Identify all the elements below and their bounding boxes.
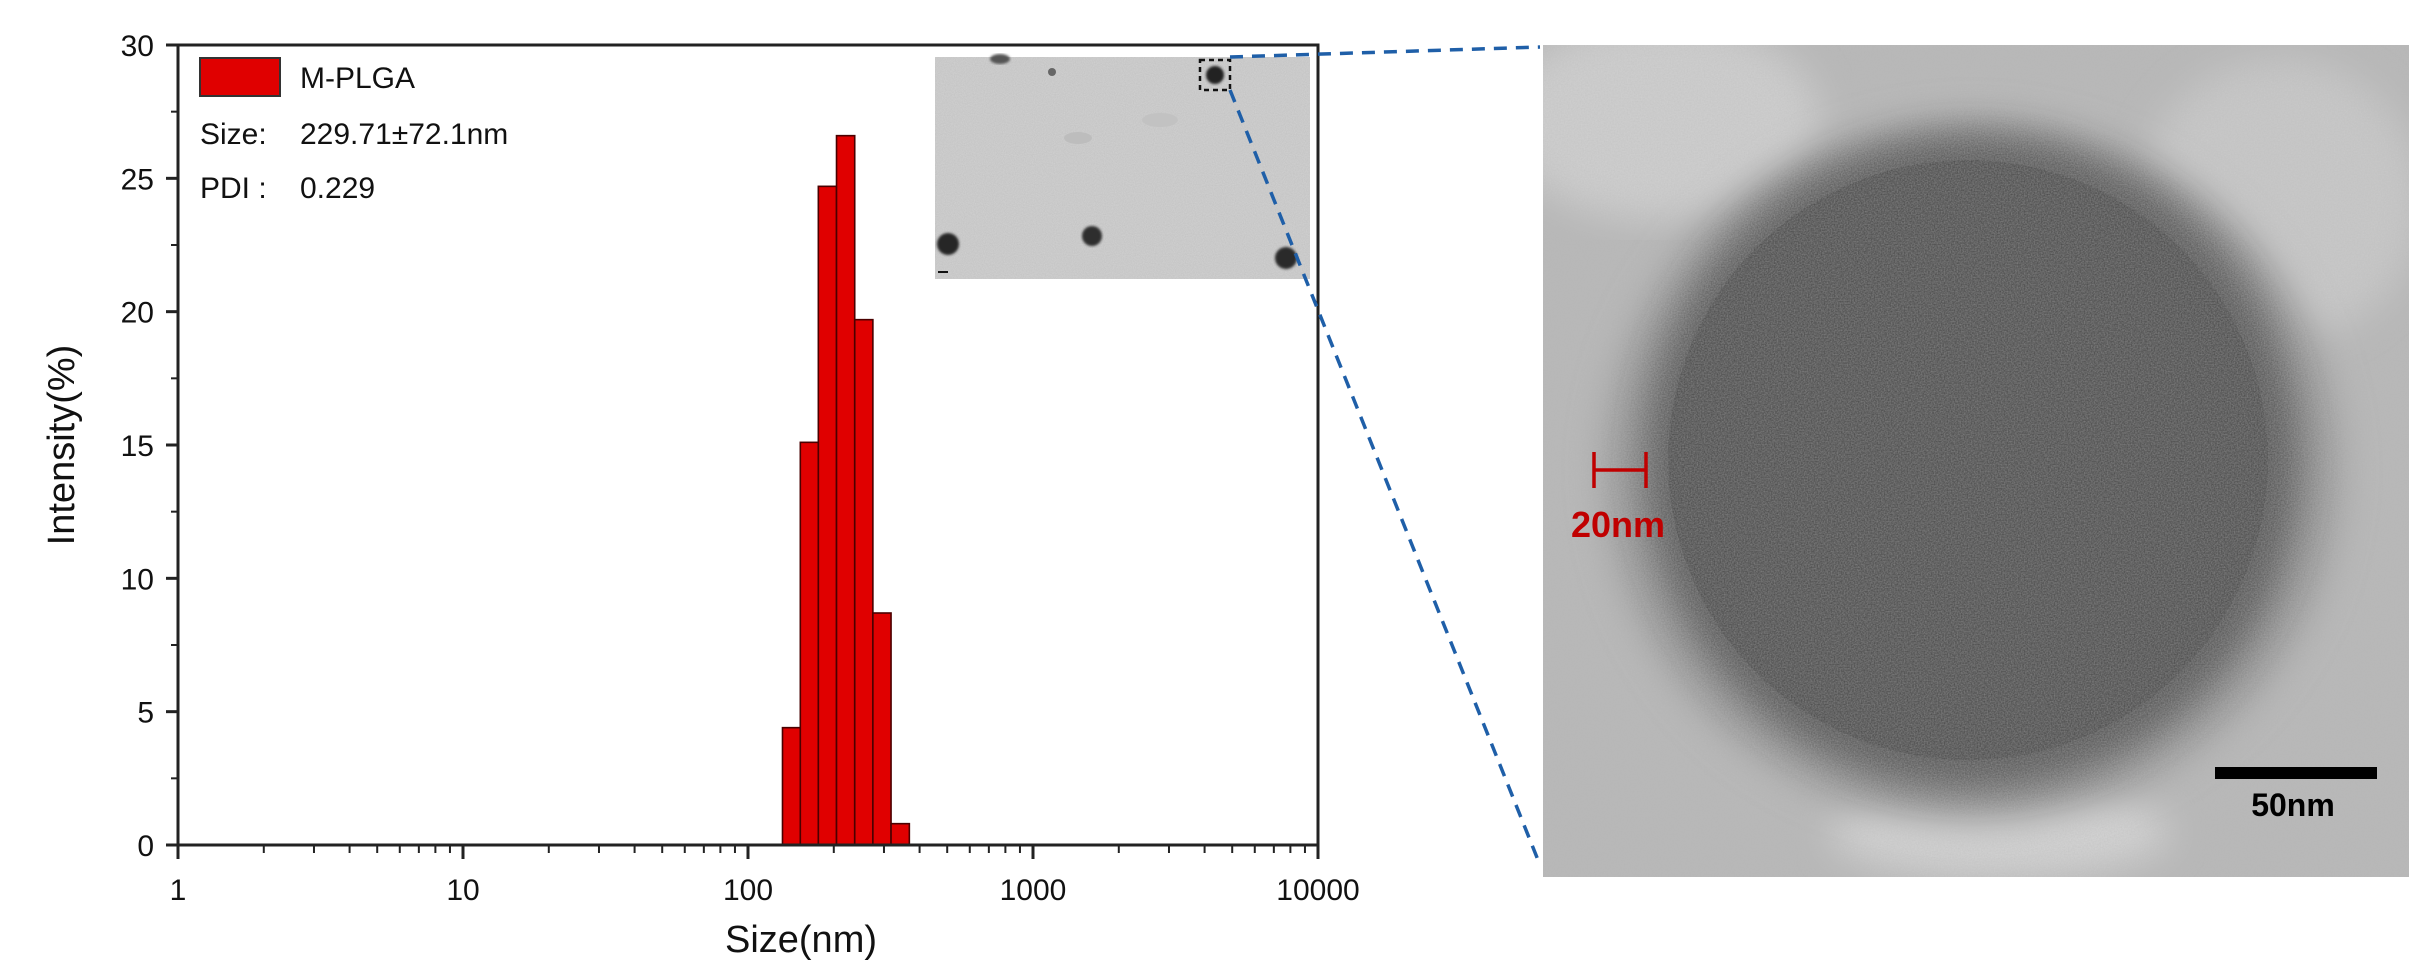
legend-label: M-PLGA — [300, 62, 415, 95]
y-tick-label: 15 — [121, 430, 154, 463]
bar — [799, 441, 820, 846]
size-value: 229.71±72.1nm — [300, 118, 508, 151]
y-tick-label: 0 — [137, 830, 154, 863]
zoom-connector-lines — [1228, 45, 1542, 866]
y-tick-label: 25 — [121, 163, 154, 196]
x-tick-label: 100 — [723, 874, 773, 907]
y-tick-label: 20 — [121, 297, 154, 330]
tem-inset-image — [935, 54, 1310, 279]
scale-bar-50nm: 50nm — [2215, 767, 2377, 823]
x-tick-label: 10 — [446, 874, 479, 907]
x-tick-label: 1000 — [1000, 874, 1067, 907]
y-tick-label: 10 — [121, 563, 154, 596]
pdi-value: 0.229 — [300, 172, 375, 205]
legend: M-PLGA Size: 229.71±72.1nm PDI : 0.229 — [199, 57, 508, 205]
bar — [872, 612, 892, 846]
x-axis-ticks: 1 10 100 1000 10000 — [170, 845, 1360, 907]
bar — [781, 726, 802, 846]
legend-swatch — [199, 57, 281, 97]
tem-zoom-panel — [1543, 45, 2409, 877]
inset-selection-box — [1198, 58, 1232, 92]
bar — [817, 185, 838, 846]
x-tick-label: 10000 — [1276, 874, 1359, 907]
pdi-label: PDI : — [200, 172, 267, 205]
y-tick-label: 30 — [121, 30, 154, 63]
y-tick-label: 5 — [137, 697, 154, 730]
y-axis-title: Intensity(%) — [41, 345, 83, 546]
scale-bar-20nm: 20nm — [1571, 452, 1665, 545]
bars-group — [781, 134, 911, 846]
bar — [835, 134, 856, 846]
bar — [890, 822, 911, 846]
size-distribution-chart: 0 5 10 15 20 25 30 1 10 100 1000 10000 Size(nm) In… — [41, 30, 1360, 961]
size-label: Size: — [200, 118, 267, 151]
x-axis-title: Size(nm) — [725, 919, 877, 961]
scale-bar-20nm-label: 20nm — [1571, 504, 1665, 545]
scale-bar-50nm-label: 50nm — [2251, 787, 2335, 823]
y-axis-ticks: 0 5 10 15 20 25 30 — [121, 30, 178, 863]
bar — [853, 318, 874, 846]
x-tick-label: 1 — [170, 874, 187, 907]
